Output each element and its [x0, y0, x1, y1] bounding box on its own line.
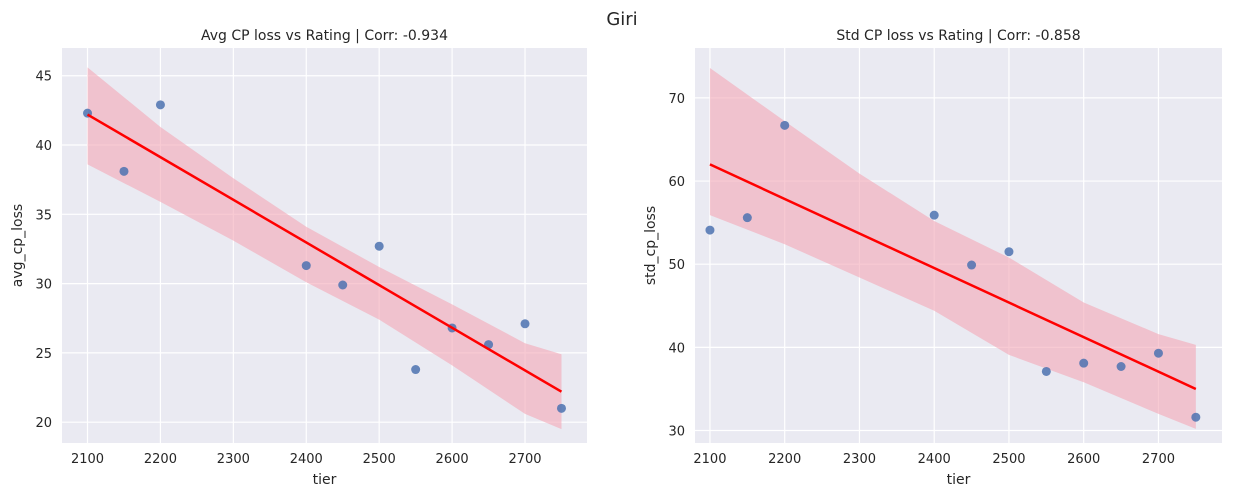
confidence-band: [709, 67, 1196, 429]
y-axis-label: avg_cp_loss: [10, 204, 26, 287]
x-tick-label: 2100: [71, 452, 104, 467]
y-tick-label: 60: [668, 175, 685, 190]
x-axis-label: tier: [313, 472, 337, 488]
regression-line: [86, 113, 563, 393]
y-tick-label: 50: [668, 258, 685, 273]
data-point: [301, 261, 311, 271]
data-point: [1041, 366, 1051, 376]
x-tick-label: 2200: [144, 452, 177, 467]
data-point: [411, 365, 421, 375]
data-point: [556, 403, 566, 413]
data-point: [520, 319, 530, 329]
x-tick-label: 2100: [693, 452, 726, 467]
y-axis-label: std_cp_loss: [643, 206, 659, 285]
y-tick-label: 25: [35, 347, 52, 362]
x-tick-label: 2500: [992, 452, 1025, 467]
data-point: [929, 210, 939, 220]
data-point: [742, 213, 752, 223]
confidence-band: [87, 67, 562, 430]
data-point: [1191, 412, 1201, 422]
x-tick-label: 2200: [768, 452, 801, 467]
x-tick-label: 2300: [843, 452, 876, 467]
data-point: [119, 166, 129, 176]
data-point: [780, 120, 790, 130]
y-tick-label: 35: [35, 208, 52, 223]
x-tick-label: 2300: [217, 452, 250, 467]
y-tick-label: 40: [35, 139, 52, 154]
chart-title: Std CP loss vs Rating | Corr: -0.858: [836, 28, 1080, 44]
data-point: [338, 280, 348, 290]
x-axis-label: tier: [947, 472, 971, 488]
x-tick-label: 2400: [290, 452, 323, 467]
data-point: [705, 225, 715, 235]
y-tick-label: 40: [668, 341, 685, 356]
data-point: [1079, 358, 1089, 368]
chart-title: Avg CP loss vs Rating | Corr: -0.934: [201, 28, 448, 44]
y-tick-label: 20: [35, 416, 52, 431]
y-tick-label: 30: [668, 425, 685, 440]
x-tick-label: 2400: [918, 452, 951, 467]
data-point: [967, 260, 977, 270]
data-point: [1153, 348, 1163, 358]
y-tick-label: 45: [35, 70, 52, 85]
y-tick-label: 30: [35, 278, 52, 293]
x-tick-label: 2600: [436, 452, 469, 467]
x-tick-label: 2500: [363, 452, 396, 467]
x-tick-label: 2700: [1142, 452, 1175, 467]
chart-panel-avg: 2100 2200 2300 2400 2500 2600 2700 20 25 30 35 40 45…: [10, 28, 587, 488]
chart-panel-std: 2100 2200 2300 2400 2500 2600 2700 30 40 50 60 70 St…: [643, 28, 1222, 488]
data-point: [1004, 247, 1014, 257]
x-tick-label: 2600: [1067, 452, 1100, 467]
data-point: [155, 100, 165, 110]
data-point: [374, 241, 384, 251]
x-tick-label: 2700: [508, 452, 541, 467]
y-tick-label: 70: [668, 92, 685, 107]
figure-title: Giri: [606, 9, 637, 30]
regression-line: [709, 163, 1197, 391]
data-point: [1116, 361, 1126, 371]
